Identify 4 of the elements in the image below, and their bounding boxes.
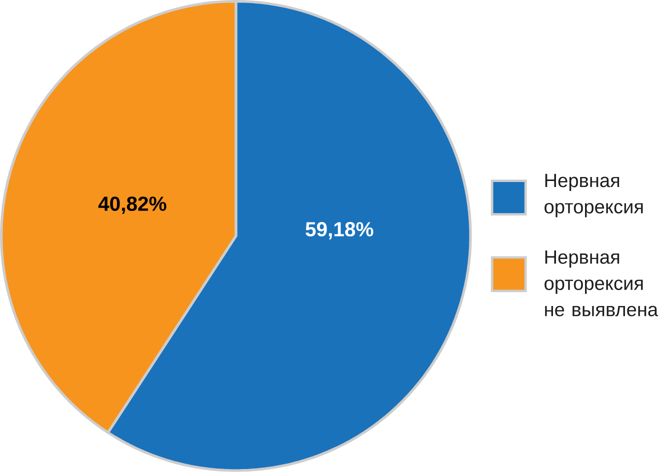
- data-label: 40,82%: [98, 196, 166, 214]
- legend-label: Нервная орторексия: [544, 174, 643, 218]
- data-label: 59,18%: [306, 222, 374, 240]
- legend-label: Нервная орторексия не выявлена: [544, 250, 658, 316]
